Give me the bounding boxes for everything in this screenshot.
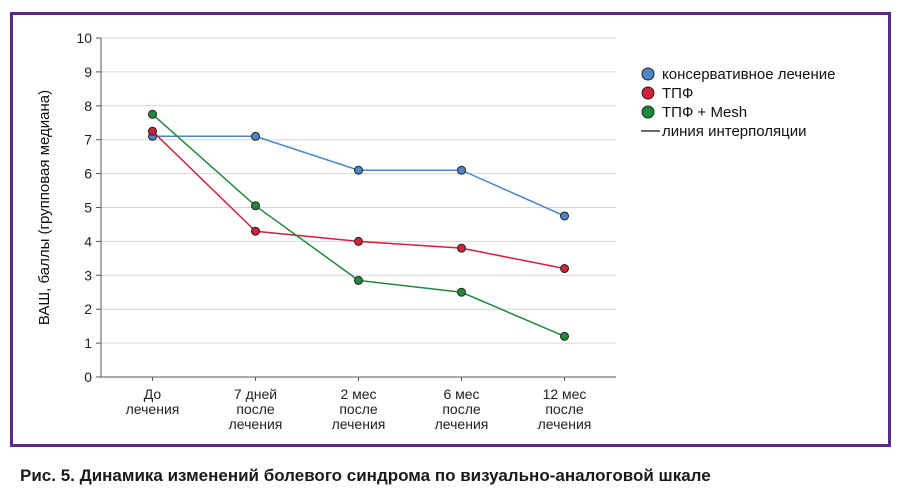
x-tick-label-2-2: лечения [332,416,386,432]
series-2-point-0 [148,109,157,119]
series-line-0 [152,135,565,217]
series-2-point-2 [354,275,363,285]
series-0-point-1 [251,131,260,141]
legend: консервативное лечение ТПФ ТПФ + Mesh линия… [641,66,835,140]
y-tick-label-4: 4 [84,233,92,249]
chart-frame: 0 1 2 3 4 5 6 7 8 9 10 До лечения 7 дней после лечения… [10,12,891,447]
series-group [148,109,569,341]
y-tick-label-3: 3 [84,267,92,283]
series-1-point-4 [560,264,569,274]
series-1-point-0 [148,126,157,136]
series-0-point-4 [560,211,569,221]
x-tick-label-1-0: 7 дней [234,386,277,402]
y-tick-label-8: 8 [84,98,92,114]
series-2-point-4 [560,331,569,341]
x-tick-label-0-0: До [144,386,162,402]
x-tick-label-4-2: лечения [538,416,592,432]
x-tick-label-3-0: 6 мес [443,386,479,402]
legend-label-0: консервативное лечение [662,66,835,83]
y-tick-label-10: 10 [76,30,92,46]
legend-label-1: ТПФ [662,85,693,102]
x-tick-label-2-0: 2 мес [340,386,376,402]
figure-caption: Рис. 5. Динамика изменений болевого синд… [20,466,711,485]
legend-label-interpolation: линия интерполяции [662,123,807,140]
x-tick-label-3-1: после [442,401,481,417]
legend-marker-2 [641,105,655,119]
legend-label-2: ТПФ + Mesh [662,104,747,121]
y-tick-label-2: 2 [84,301,92,317]
y-tick-label-0: 0 [84,369,92,385]
y-tick-label-7: 7 [84,132,92,148]
series-0-point-2 [354,165,363,175]
series-line-1 [151,130,565,270]
y-tick-label-9: 9 [84,64,92,80]
x-tick-label-4-1: после [545,401,584,417]
series-2-point-1 [251,201,260,211]
x-tick-label-3-2: лечения [435,416,489,432]
series-0-point-3 [457,165,466,175]
series-1-point-3 [457,243,466,253]
y-tick-label-6: 6 [84,166,92,182]
grid [101,37,616,344]
x-tick-label-4-0: 12 мес [543,386,587,402]
y-tick-labels: 0 1 2 3 4 5 6 7 8 9 10 [76,30,92,385]
y-tick-label-1: 1 [84,335,92,351]
x-tick-label-2-1: после [339,401,378,417]
x-tick-label-1-1: после [236,401,275,417]
x-tick-label-0-1: лечения [126,401,180,417]
legend-marker-0 [641,67,655,81]
legend-marker-1 [641,86,655,100]
series-1-point-1 [251,226,260,236]
series-2-point-3 [457,287,466,297]
axes [96,37,616,381]
y-tick-label-5: 5 [84,200,92,216]
series-line-2 [152,113,565,338]
series-1-point-2 [354,236,363,246]
y-axis-title: ВАШ, баллы (групповая медиана) [36,90,53,325]
x-tick-label-1-2: лечения [229,416,283,432]
